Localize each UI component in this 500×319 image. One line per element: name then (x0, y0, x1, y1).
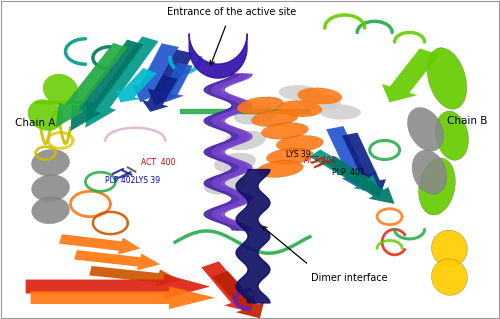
Ellipse shape (298, 87, 342, 104)
Ellipse shape (256, 161, 303, 177)
Ellipse shape (32, 197, 70, 224)
Text: Chain B: Chain B (447, 116, 488, 126)
Polygon shape (59, 234, 140, 255)
Polygon shape (56, 43, 128, 128)
Ellipse shape (252, 110, 298, 127)
Polygon shape (310, 149, 380, 191)
Polygon shape (342, 133, 386, 197)
Ellipse shape (408, 108, 444, 151)
Ellipse shape (204, 176, 246, 194)
Polygon shape (26, 274, 210, 299)
Ellipse shape (32, 149, 70, 176)
Ellipse shape (43, 74, 78, 105)
Text: ACT  400: ACT 400 (142, 158, 176, 167)
Ellipse shape (318, 104, 361, 120)
Polygon shape (86, 36, 158, 128)
Polygon shape (142, 75, 178, 112)
Polygon shape (324, 156, 394, 204)
Ellipse shape (266, 148, 314, 165)
Ellipse shape (262, 123, 308, 139)
Polygon shape (116, 68, 157, 102)
Ellipse shape (432, 259, 468, 295)
Ellipse shape (427, 48, 467, 109)
Text: PLP  401: PLP 401 (332, 168, 365, 177)
Ellipse shape (436, 111, 468, 160)
Text: PLP 402LYS 39: PLP 402LYS 39 (106, 176, 160, 185)
Ellipse shape (224, 131, 266, 150)
Ellipse shape (237, 97, 283, 114)
Ellipse shape (214, 153, 256, 172)
Ellipse shape (412, 150, 447, 194)
Ellipse shape (278, 85, 321, 100)
Polygon shape (89, 266, 180, 286)
Polygon shape (212, 271, 264, 318)
Ellipse shape (418, 158, 456, 215)
Ellipse shape (28, 99, 64, 131)
Text: Dimer interface: Dimer interface (311, 273, 388, 283)
Polygon shape (202, 261, 256, 312)
Ellipse shape (234, 106, 276, 124)
Polygon shape (148, 50, 194, 106)
Polygon shape (326, 126, 372, 191)
Text: ACT 401: ACT 401 (304, 156, 336, 165)
Ellipse shape (32, 175, 70, 201)
Polygon shape (156, 63, 192, 102)
Polygon shape (30, 286, 215, 309)
Polygon shape (132, 43, 178, 102)
Ellipse shape (432, 230, 468, 267)
Text: Chain A: Chain A (14, 118, 55, 128)
Text: LYS 39: LYS 39 (286, 150, 310, 159)
Ellipse shape (278, 100, 322, 117)
Text: Entrance of the active site: Entrance of the active site (167, 7, 296, 18)
Ellipse shape (276, 136, 324, 152)
Polygon shape (70, 40, 144, 131)
Polygon shape (74, 250, 160, 271)
Ellipse shape (298, 95, 341, 110)
Polygon shape (382, 48, 440, 102)
